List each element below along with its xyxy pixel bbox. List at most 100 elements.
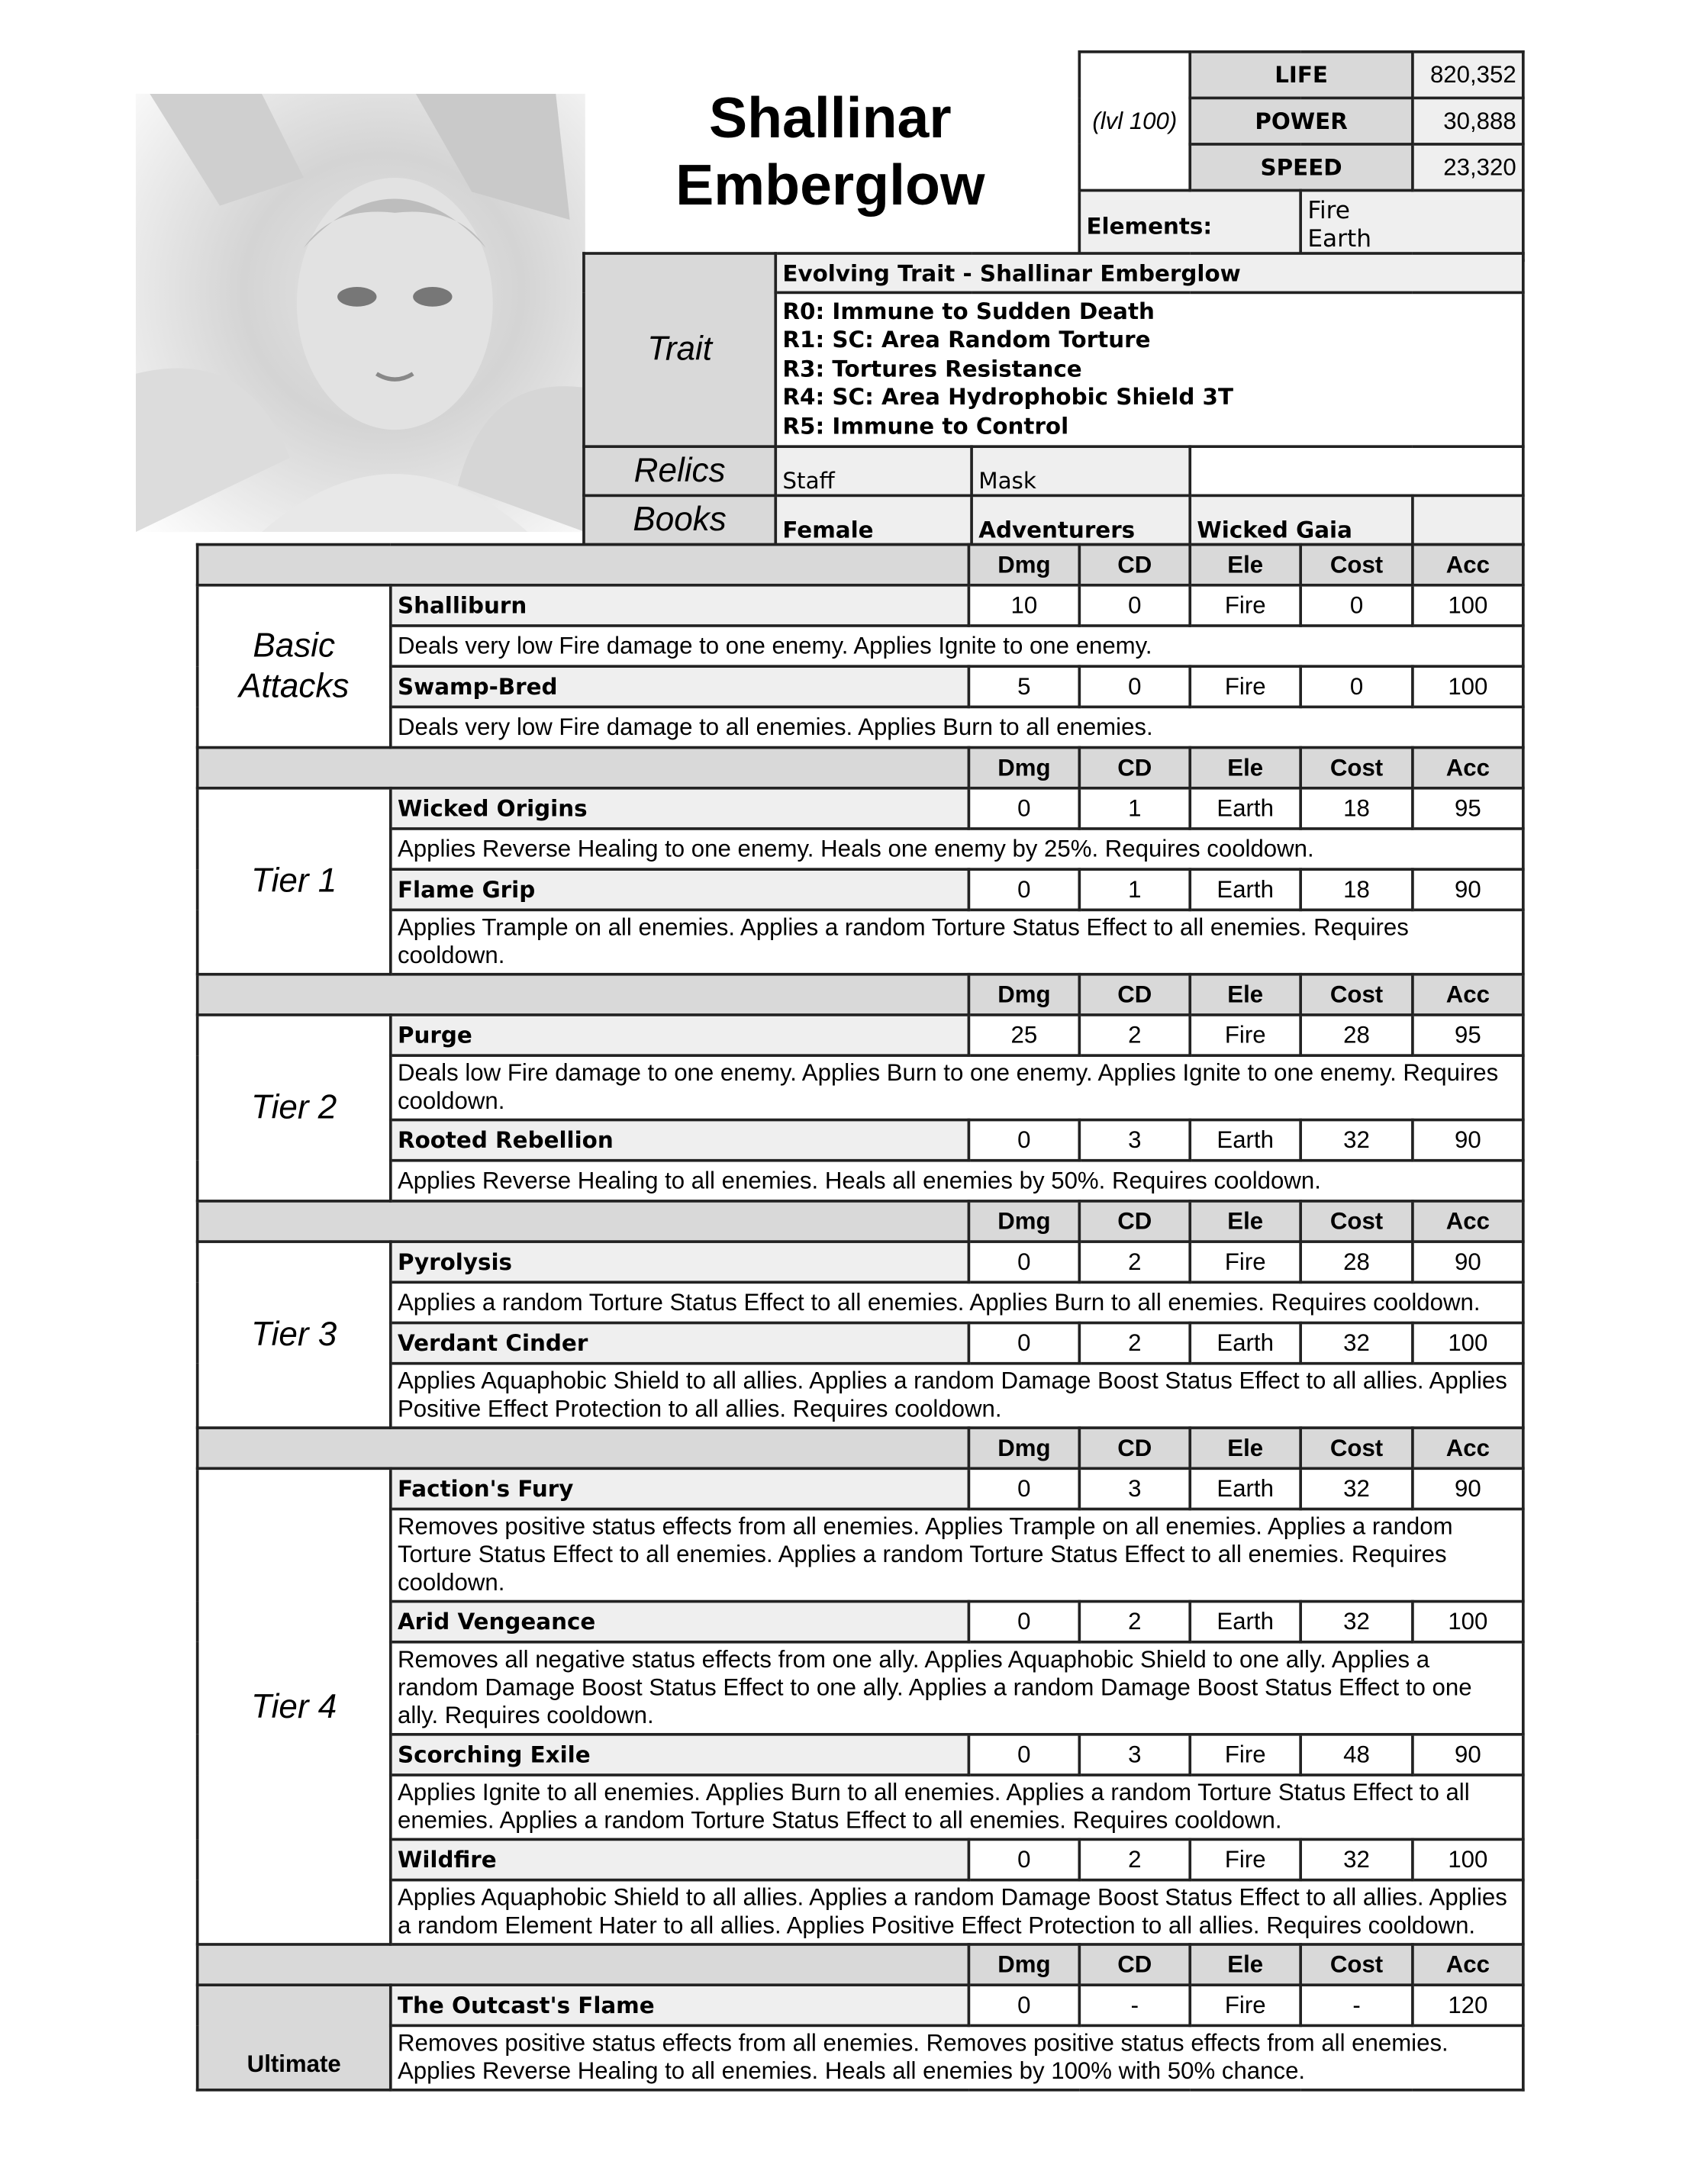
skill-ele: Earth [1188, 1118, 1302, 1162]
skill-row: Verdant Cinder 0 2 Earth 32 100 [198, 1321, 1525, 1365]
skill-ele: Fire [1188, 1732, 1302, 1777]
skill-cd: 3 [1078, 1118, 1192, 1162]
skill-description-row: Applies Aquaphobic Shield to all allies.… [198, 1361, 1525, 1429]
skill-cd: 3 [1078, 1467, 1192, 1511]
column-header-ele: Ele [1188, 1943, 1302, 1987]
skill-cost: 32 [1299, 1321, 1414, 1365]
character-name: Shallinar Emberglow [675, 85, 985, 217]
skill-cd: - [1078, 1983, 1192, 2028]
skill-name: Wicked Origins [388, 786, 971, 830]
skill-cost: 32 [1299, 1467, 1414, 1511]
skill-name: Wildfire [388, 1838, 971, 1882]
skill-row: Swamp-Bred 5 0 Fire 0 100 [198, 665, 1525, 709]
character-portrait [135, 93, 585, 533]
column-header-cost: Cost [1299, 543, 1414, 587]
skill-cost: 18 [1299, 868, 1414, 912]
skill-acc: 95 [1411, 786, 1525, 830]
skill-description-row: Deals low Fire damage to one enemy. Appl… [198, 1054, 1525, 1122]
header-blank [195, 746, 971, 790]
section-header-row: Dmg CD Ele Cost Acc [195, 746, 1525, 790]
section-label: Tier 1 [195, 786, 392, 976]
skill-description: Applies Ignite to all enemies. Applies B… [388, 1773, 1525, 1841]
skill-dmg: 0 [967, 868, 1081, 912]
header-blank [195, 1200, 971, 1243]
header-blank [195, 543, 971, 587]
section-header-row: Dmg CD Ele Cost Acc [195, 1943, 1525, 1987]
skill-ele: Fire [1188, 1838, 1302, 1882]
skill-ele: Earth [1188, 868, 1302, 912]
skill-cost: 0 [1299, 665, 1414, 709]
skill-row: Arid Vengeance 0 2 Earth 32 100 [198, 1599, 1525, 1644]
book-item: Adventurers [970, 494, 1192, 546]
column-header-dmg: Dmg [967, 1943, 1081, 1987]
column-header-cd: CD [1078, 1200, 1192, 1243]
skill-cost: 32 [1299, 1118, 1414, 1162]
trait-rank: R5: Immune to Control [782, 412, 1069, 440]
trait-label: Trait [582, 252, 778, 449]
skill-name: Faction's Fury [388, 1467, 971, 1511]
skill-name: Arid Vengeance [388, 1599, 971, 1644]
skill-description: Removes all negative status effects from… [388, 1640, 1525, 1736]
header-blank [195, 972, 971, 1016]
skill-description-row: Applies Reverse Healing to all enemies. … [198, 1158, 1525, 1203]
elements-value: Fire Earth [1299, 188, 1525, 263]
skill-ele: Fire [1188, 583, 1302, 627]
column-header-dmg: Dmg [967, 972, 1081, 1016]
skill-ele: Earth [1188, 1321, 1302, 1365]
skills-table: Dmg CD Ele Cost Acc Basic Attacks Shalliburn 10… [195, 543, 1525, 2092]
skill-cd: 1 [1078, 868, 1192, 912]
skill-acc: 90 [1411, 1118, 1525, 1162]
character-portrait-image [135, 93, 585, 533]
skill-cd: 1 [1078, 786, 1192, 830]
skill-description-row: Applies a random Torture Status Effect t… [198, 1280, 1525, 1325]
skill-cd: 2 [1078, 1599, 1192, 1644]
skill-cd: 2 [1078, 1321, 1192, 1365]
skill-cd: 3 [1078, 1732, 1192, 1777]
trait-table: Trait Evolving Trait - Shallinar Embergl… [582, 252, 1525, 546]
skill-dmg: 0 [967, 1118, 1081, 1162]
skill-description: Deals very low Fire damage to one enemy.… [388, 624, 1525, 668]
skill-dmg: 0 [967, 1599, 1081, 1644]
trait-rank: R4: SC: Area Hydrophobic Shield 3T [782, 384, 1233, 411]
skill-description: Deals very low Fire damage to all enemie… [388, 705, 1525, 749]
section-label: Tier 4 [195, 1467, 392, 1946]
column-header-dmg: Dmg [967, 543, 1081, 587]
skill-cd: 2 [1078, 1240, 1192, 1284]
level-label: (lvl 100) [1078, 50, 1192, 192]
skill-acc: 100 [1411, 1599, 1525, 1644]
skill-dmg: 0 [967, 1467, 1081, 1511]
skill-ele: Fire [1188, 665, 1302, 709]
skill-name: Swamp-Bred [388, 665, 971, 709]
skill-description: Applies Reverse Healing to all enemies. … [388, 1158, 1525, 1203]
column-header-cd: CD [1078, 1943, 1192, 1987]
skill-cost: 28 [1299, 1013, 1414, 1057]
skill-cost: 32 [1299, 1838, 1414, 1882]
skill-acc: 100 [1411, 665, 1525, 709]
trait-header: Evolving Trait - Shallinar Emberglow [774, 252, 1525, 295]
skill-acc: 95 [1411, 1013, 1525, 1057]
column-header-cd: CD [1078, 543, 1192, 587]
book-item-empty [1411, 494, 1525, 546]
skill-description-row: Deals very low Fire damage to all enemie… [198, 705, 1525, 749]
column-header-acc: Acc [1411, 1200, 1525, 1243]
skill-description-row: Applies Reverse Healing to one enemy. He… [198, 827, 1525, 871]
element-earth: Earth [1307, 225, 1371, 254]
skill-acc: 100 [1411, 1321, 1525, 1365]
skill-description-row: Deals very low Fire damage to one enemy.… [198, 624, 1525, 668]
skill-description-row: Removes all negative status effects from… [198, 1640, 1525, 1736]
column-header-cd: CD [1078, 972, 1192, 1016]
skill-row: Tier 2 Purge 25 2 Fire 28 95 [195, 1013, 1525, 1203]
skill-ele: Earth [1188, 1599, 1302, 1644]
skill-name: Verdant Cinder [388, 1321, 971, 1365]
skill-ele: Fire [1188, 1013, 1302, 1057]
skill-row: Ultimate The Outcast's Flame 0- Fire -120 [195, 1983, 1525, 2092]
column-header-ele: Ele [1188, 1426, 1302, 1470]
skill-description: Applies Reverse Healing to one enemy. He… [388, 827, 1525, 871]
skill-cost: 0 [1299, 583, 1414, 627]
skill-cost: 48 [1299, 1732, 1414, 1777]
stat-label-life: LIFE [1188, 50, 1414, 100]
skill-dmg: 10 [967, 583, 1081, 627]
skill-ele: Earth [1188, 786, 1302, 830]
relics-label: Relics [582, 445, 778, 498]
